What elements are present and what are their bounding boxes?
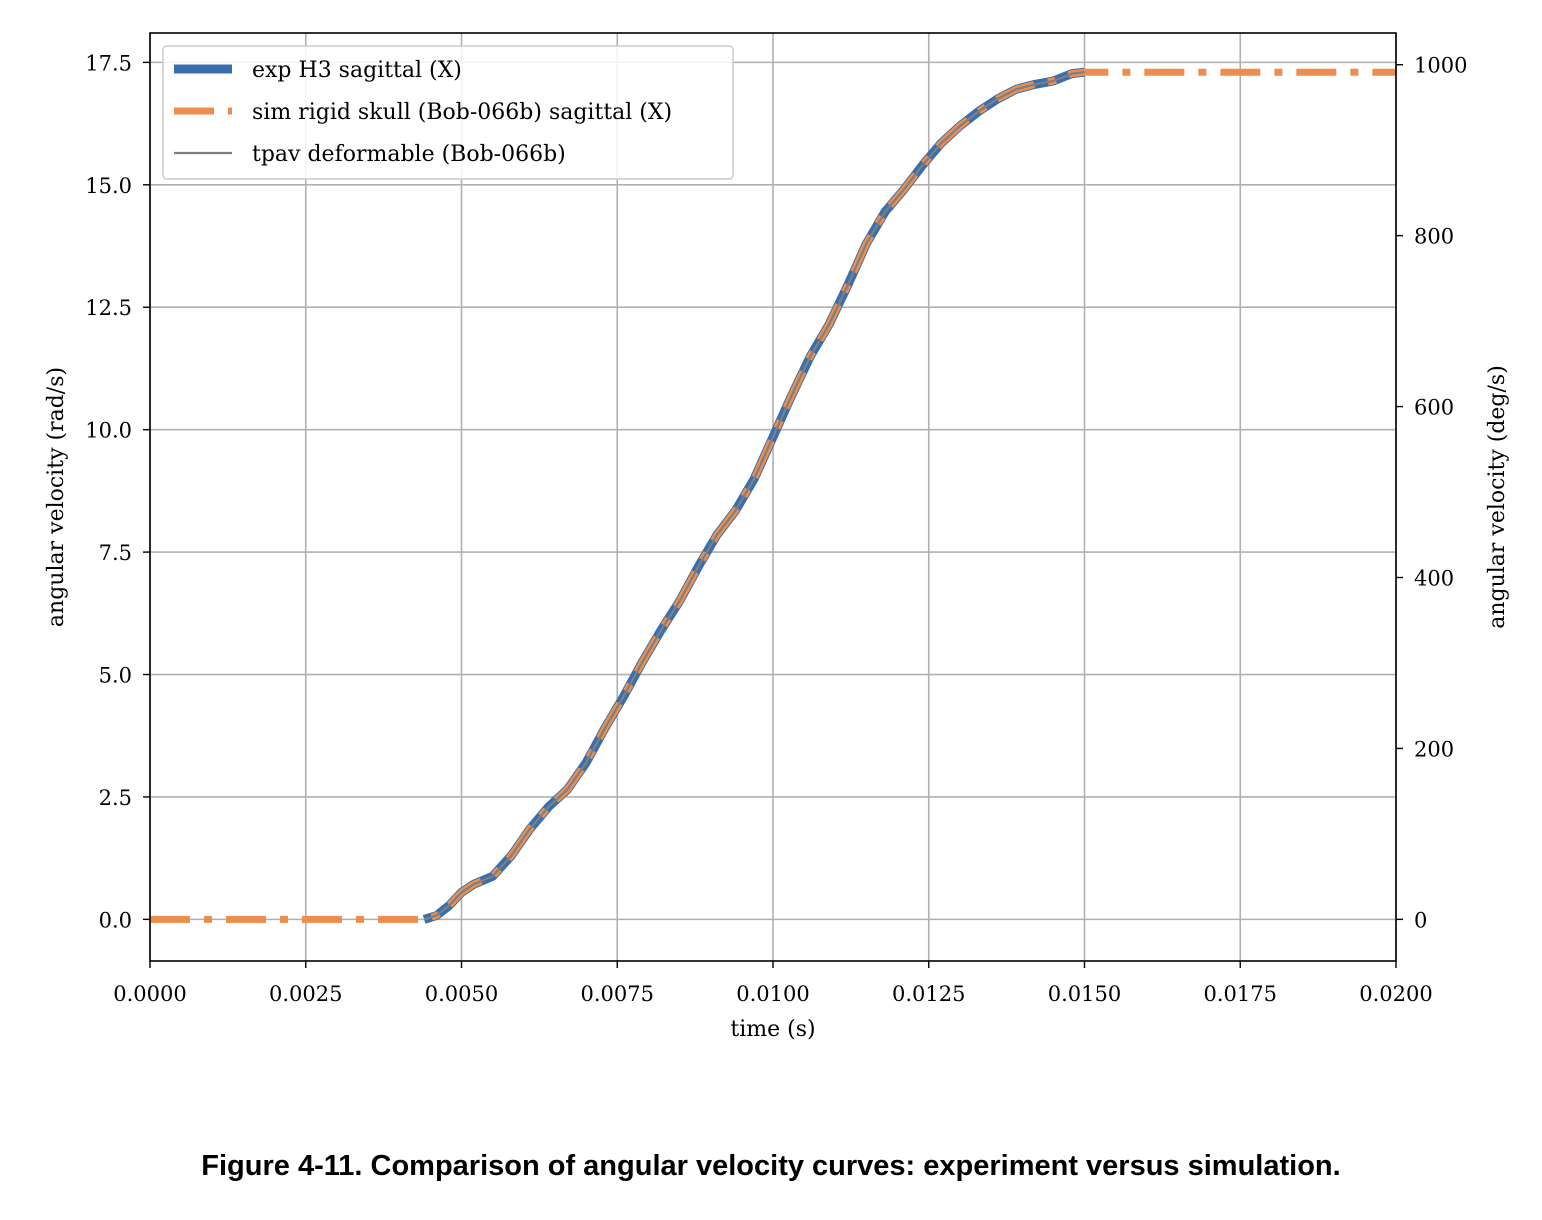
y-axis-right-label: angular velocity (deg/s) [1485,365,1510,629]
x-axis-label: time (s) [730,1017,815,1042]
y-right-tick-label: 800 [1414,225,1454,249]
y-tick-label: 5.0 [99,664,132,688]
x-tick-label: 0.0075 [581,982,654,1006]
figure-caption: Figure 4-11. Comparison of angular veloc… [201,1150,1341,1182]
y-axis-label: angular velocity (rad/s) [44,367,69,627]
y-tick-label: 17.5 [85,51,132,75]
y-right-tick-label: 600 [1414,396,1454,420]
y-tick-label: 7.5 [99,541,132,565]
legend-label: sim rigid skull (Bob-066b) sagittal (X) [252,100,672,125]
x-tick-label: 0.0200 [1359,982,1432,1006]
y-right-tick-label: 0 [1414,908,1427,932]
y-right-tick-label: 200 [1414,737,1454,761]
series-line-2 [423,71,1085,921]
legend-label: tpav deformable (Bob-066b) [252,142,566,167]
legend-box [162,45,734,180]
x-tick-label: 0.0100 [736,982,809,1006]
x-tick-label: 0.0150 [1048,982,1121,1006]
x-tick-label: 0.0175 [1204,982,1277,1006]
y-tick-label: 0.0 [99,908,132,932]
x-tick-label: 0.0125 [892,982,965,1006]
y-right-tick-label: 400 [1414,567,1454,591]
x-tick-label: 0.0050 [425,982,498,1006]
legend-label: exp H3 sagittal (X) [252,58,462,83]
y-tick-label: 12.5 [85,296,132,320]
x-tick-label: 0.0000 [113,982,186,1006]
y-tick-label: 2.5 [99,786,132,810]
angular-velocity-chart: 0.0000 0.0025 0.0050 0.0075 0.0100 0.0125 0.01… [44,32,1510,1042]
x-tick-label: 0.0025 [269,982,342,1006]
legend: exp H3 sagittal (X) sim rigid skull (Bob-… [162,45,734,180]
series-line-0 [422,67,1086,924]
series-lines [150,67,1396,924]
y-tick-label: 15.0 [85,174,132,198]
y-right-tick-label: 1000 [1414,54,1467,78]
axis-ticks: 0.0000 0.0025 0.0050 0.0075 0.0100 0.0125 0.01… [85,51,1467,1006]
y-tick-label: 10.0 [85,419,132,443]
